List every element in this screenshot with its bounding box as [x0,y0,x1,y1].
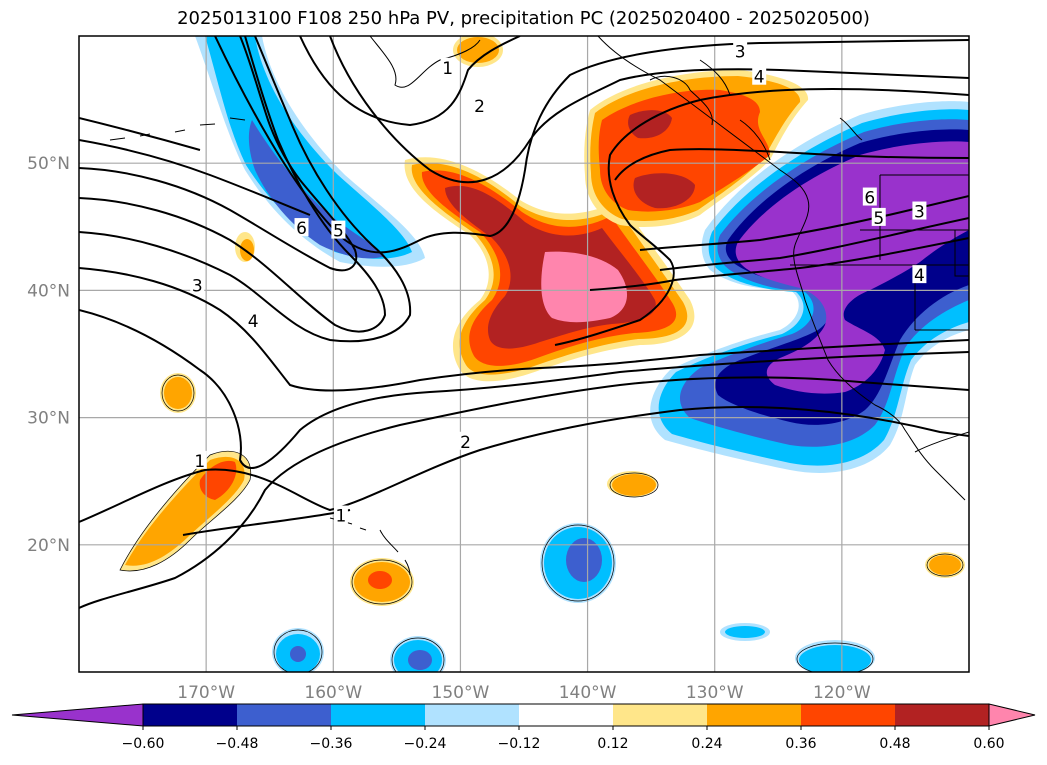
contour-label-2: 3 [735,42,746,62]
contour-label-5: 5 [333,222,344,242]
colorbar-swatch-4 [519,704,614,726]
contour-label-bg-6 [190,275,205,294]
contour-label-12: 5 [873,209,884,229]
contour-label-10: 1 [194,452,205,472]
contour-label-bg-2 [733,41,748,60]
colorbar-label-5: 0.12 [597,736,628,752]
contour-label-bg-14 [912,265,927,284]
colorbar-label-2: −0.36 [310,736,353,752]
colorbar-label-8: 0.48 [879,736,910,752]
contour-label-bg-3 [752,66,767,85]
colorbar-label-6: 0.24 [691,736,722,752]
lat-label-3: 20°N [27,536,70,556]
colorbar-label-9: 0.60 [973,736,1004,752]
pv-contours [79,36,969,609]
map-frame [78,35,970,673]
lon-label-0: 170°W [177,683,235,703]
colorbar: −0.60 −0.48 −0.36 −0.24 −0.12 0.12 0.24 0.36 0.4… [11,703,1036,752]
colorbar-label-1: −0.48 [216,736,259,752]
contour-label-0: 1 [442,59,453,79]
contour-label-9: 1 [336,507,347,527]
latitude-labels: 50°N 40°N 30°N 20°N [27,154,70,556]
map-gridlines [79,36,969,672]
contour-label-bg-0 [440,57,455,76]
contour-label-3: 4 [754,68,765,88]
colorbar-swatch-1 [237,704,332,726]
colorbar-label-4: −0.12 [498,736,541,752]
lon-label-2: 150°W [432,683,490,703]
lat-label-2: 30°N [27,409,70,429]
lon-label-1: 160°W [304,683,362,703]
colorbar-frame [142,703,990,727]
contour-label-bg-7 [246,310,261,329]
contour-label-bg-8 [458,431,473,450]
colorbar-swatch-3 [425,704,520,726]
contour-label-bg-1 [472,95,487,114]
colorbar-swatch-5 [613,704,708,726]
contour-label-7: 4 [248,312,259,332]
contour-label-13: 3 [914,203,925,223]
lat-label-1: 40°N [27,281,70,301]
map-title: 2025013100 F108 250 hPa PV, precipitatio… [177,8,870,29]
lon-label-5: 120°W [813,683,871,703]
contour-label-bg-10 [192,450,207,469]
contour-label-bg-11 [862,187,877,206]
precipitation-outlines [119,374,964,672]
contour-label-bg-9 [333,505,348,524]
contour-label-bg-4 [294,218,309,237]
contour-label-bg-12 [871,207,886,226]
lon-label-4: 130°W [686,683,744,703]
contour-label-14: 4 [914,266,925,286]
contour-label-bg-5 [331,220,346,239]
colorbar-extend-high [988,703,1036,727]
lon-label-3: 140°W [559,683,617,703]
colorbar-extend-low [11,703,144,727]
colorbar-swatch-6 [707,704,802,726]
colorbar-label-7: 0.36 [785,736,816,752]
contour-label-6: 3 [192,276,203,296]
contour-label-11: 6 [864,189,875,209]
contour-label-bg-13 [912,201,927,220]
contour-label-4: 6 [296,219,307,239]
contour-label-8: 2 [460,433,471,453]
lat-label-0: 50°N [27,154,70,174]
colorbar-swatch-2 [331,704,426,726]
longitude-labels: 170°W 160°W 150°W 140°W 130°W 120°W [177,683,871,703]
contour-label-1: 2 [474,97,485,117]
colorbar-label-3: −0.24 [404,736,447,752]
colorbar-label-0: −0.60 [122,736,165,752]
colorbar-swatch-0 [143,704,238,726]
colorbar-swatch-7 [801,704,896,726]
colorbar-swatch-8 [895,704,990,726]
